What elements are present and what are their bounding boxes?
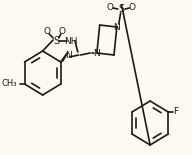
Text: CH₃: CH₃ <box>1 80 17 89</box>
Text: O: O <box>107 4 114 13</box>
Text: S: S <box>53 36 59 46</box>
Text: N: N <box>113 22 120 31</box>
Text: N: N <box>65 51 72 60</box>
Text: O: O <box>58 27 65 35</box>
Text: N: N <box>94 49 100 58</box>
Text: F: F <box>173 108 178 117</box>
Text: O: O <box>129 4 136 13</box>
Text: NH: NH <box>65 36 78 46</box>
Text: S: S <box>118 4 125 14</box>
Text: O: O <box>44 27 51 36</box>
